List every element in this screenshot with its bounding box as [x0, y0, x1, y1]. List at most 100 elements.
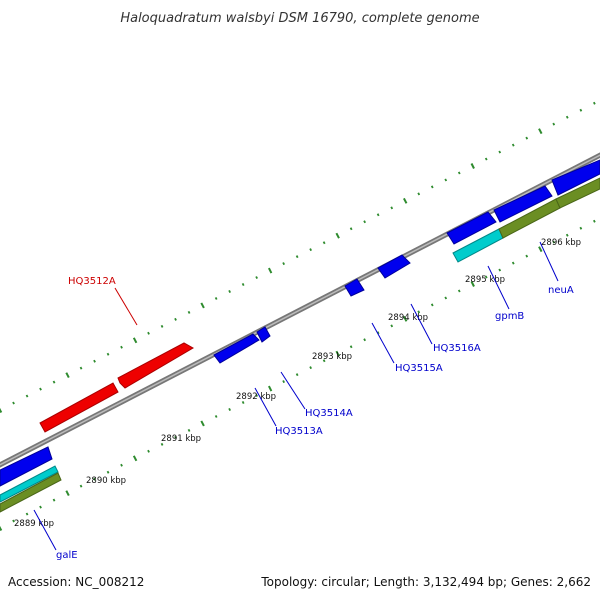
minor-tick [457, 289, 461, 293]
minor-tick [349, 345, 353, 349]
major-tick [65, 372, 70, 379]
tick-label: 2892 kbp [236, 392, 276, 402]
minor-tick [174, 435, 177, 439]
major-tick [0, 525, 3, 531]
minor-tick [498, 268, 502, 272]
gene-labels: HQ3512A HQ3513A HQ3514A HQ3515A HQ3516A … [56, 276, 574, 561]
minor-tick [430, 185, 434, 189]
tick-label: 2894 kbp [388, 313, 428, 323]
minor-tick [282, 380, 286, 384]
tick-label: 2893 kbp [312, 352, 352, 362]
feature-rrna[interactable] [117, 342, 195, 389]
gc-segment [555, 177, 600, 209]
map-title: Haloquadratum walsbyi DSM 16790, complet… [120, 11, 479, 26]
major-tick [268, 267, 273, 274]
feature-cds[interactable] [377, 254, 411, 279]
minor-tick [390, 324, 394, 328]
forward-strand-features [0, 159, 600, 487]
feature-cds[interactable] [551, 159, 600, 196]
minor-tick [79, 484, 83, 488]
minor-tick [565, 233, 569, 237]
feature-cds[interactable] [256, 326, 271, 343]
minor-tick [25, 512, 29, 516]
major-tick [132, 455, 138, 462]
gc-content-track [0, 177, 600, 513]
major-tick [335, 350, 340, 357]
major-tick [538, 128, 543, 135]
minor-tick [214, 414, 218, 418]
minor-tick [444, 178, 448, 182]
tick-label: 2890 kbp [86, 476, 126, 486]
minor-tick [363, 220, 366, 224]
genome-summary-text: Topology: circular; Length: 3,132,494 bp… [260, 575, 591, 589]
minor-tick [241, 282, 245, 287]
minor-tick [525, 254, 529, 258]
minor-tick [187, 428, 191, 432]
minor-tick [12, 401, 15, 405]
gene-label-hq3513a[interactable]: HQ3513A [275, 426, 323, 437]
major-tick [65, 490, 70, 497]
major-tick [200, 420, 205, 427]
minor-tick [511, 143, 515, 147]
major-tick [268, 385, 273, 392]
minor-tick [214, 296, 218, 300]
major-tick [200, 302, 205, 309]
minor-tick [120, 463, 123, 467]
minor-tick [295, 373, 299, 377]
minor-tick [39, 387, 42, 391]
minor-tick [160, 442, 164, 446]
minor-tick [565, 115, 569, 119]
gc-segment [0, 472, 62, 513]
minor-tick [295, 255, 299, 259]
minor-tick [552, 240, 556, 244]
minor-tick [228, 289, 232, 294]
inner-tick-track [0, 219, 596, 531]
minor-tick [106, 470, 110, 474]
gene-label-neua[interactable]: neuA [548, 285, 574, 296]
minor-tick [147, 449, 150, 453]
major-tick [403, 315, 408, 322]
outer-tick-track [0, 101, 596, 413]
gene-label-hq3514a[interactable]: HQ3514A [305, 408, 353, 419]
feature-rrna[interactable] [39, 382, 119, 433]
minor-tick [593, 101, 596, 105]
minor-tick [579, 108, 583, 112]
minor-tick [322, 359, 326, 363]
feature-cds[interactable] [213, 333, 260, 364]
minor-tick [376, 213, 380, 217]
minor-tick [457, 171, 461, 175]
gene-callouts [33, 241, 559, 551]
minor-tick [52, 380, 56, 384]
minor-tick [309, 248, 312, 252]
accession-text: Accession: NC_008212 [8, 575, 144, 589]
gene-label-hq3515a[interactable]: HQ3515A [395, 363, 443, 374]
major-tick [470, 281, 475, 287]
tick-label: 2889 kbp [14, 519, 54, 529]
gene-label-hq3512a[interactable]: HQ3512A [68, 276, 116, 287]
gene-label-gale[interactable]: galE [56, 550, 78, 561]
minor-tick [241, 400, 245, 405]
tick-labels: 2889 kbp 2890 kbp 2891 kbp 2892 kbp 2893… [14, 238, 581, 529]
feature-cds[interactable] [493, 185, 553, 223]
minor-tick [349, 227, 353, 231]
minor-tick [79, 366, 83, 370]
major-tick [538, 246, 543, 253]
feature-cds[interactable] [344, 278, 365, 297]
gene-label-hq3516a[interactable]: HQ3516A [433, 343, 481, 354]
minor-tick [484, 157, 488, 161]
minor-tick [228, 407, 232, 412]
feature-cds[interactable] [446, 211, 497, 245]
feature-cds[interactable] [0, 446, 53, 487]
gene-label-gpmb[interactable]: gpmB [495, 311, 524, 322]
minor-tick [390, 206, 394, 210]
minor-tick [120, 345, 123, 349]
minor-tick [417, 310, 421, 314]
minor-tick [525, 136, 529, 140]
minor-tick [363, 338, 366, 342]
feature-trna[interactable] [0, 465, 59, 503]
backbone [0, 152, 600, 468]
minor-tick [52, 498, 56, 502]
major-tick [0, 407, 3, 413]
minor-tick [147, 331, 150, 335]
